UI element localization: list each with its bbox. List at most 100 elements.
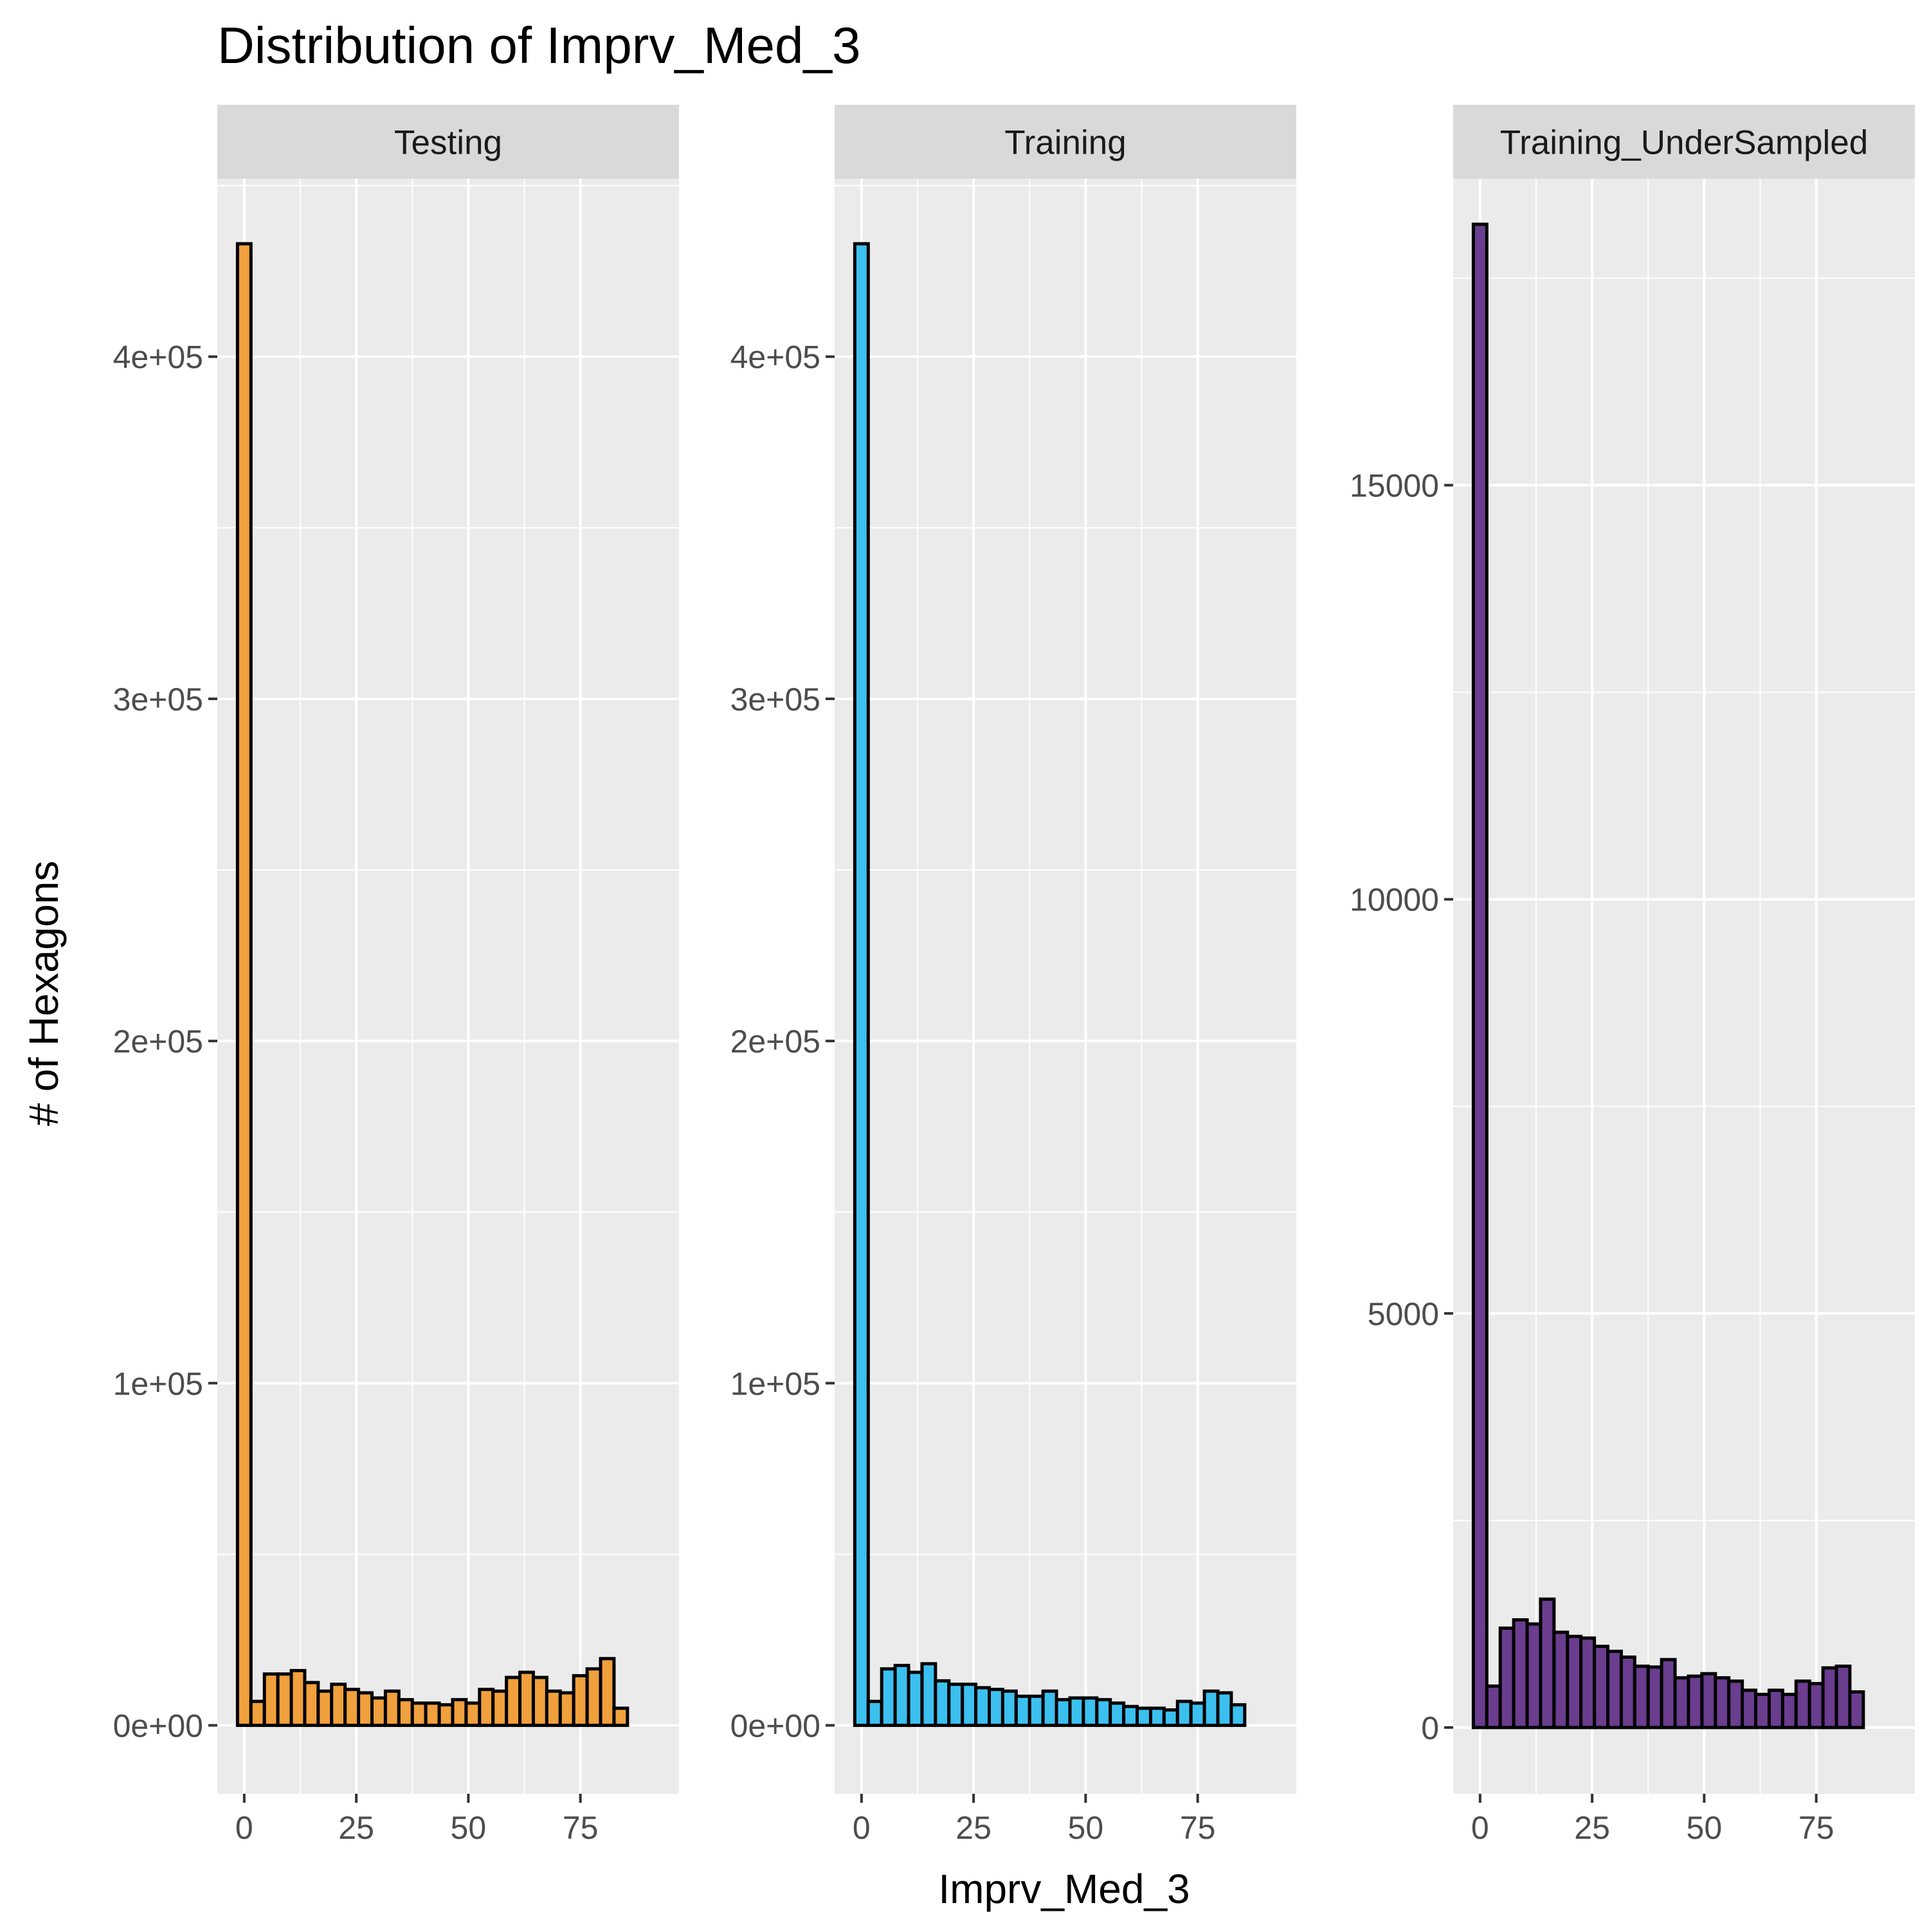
histogram-bar xyxy=(1809,1684,1823,1728)
y-tick-label: 3e+05 xyxy=(113,682,203,718)
y-tick-label: 0e+00 xyxy=(113,1708,203,1744)
histogram-bar xyxy=(949,1684,963,1726)
histogram-bar xyxy=(1675,1678,1689,1728)
histogram-bar xyxy=(895,1665,909,1725)
histogram-bar xyxy=(1177,1701,1191,1725)
histogram-bar xyxy=(399,1700,412,1726)
histogram-bar xyxy=(1002,1691,1016,1725)
histogram-bar xyxy=(1621,1657,1635,1727)
histogram-bar xyxy=(1823,1668,1836,1728)
histogram-bar xyxy=(922,1664,936,1726)
histogram-bar xyxy=(533,1677,547,1726)
y-tick-label: 4e+05 xyxy=(113,339,203,375)
histogram-bar xyxy=(412,1703,426,1726)
histogram-bar xyxy=(345,1690,359,1726)
y-tick-label: 10000 xyxy=(1350,882,1439,918)
histogram-bar xyxy=(1608,1651,1621,1728)
y-axis-label: # of Hexagons xyxy=(21,861,67,1126)
histogram-bar xyxy=(963,1684,976,1726)
histogram-bar xyxy=(1110,1703,1124,1726)
x-tick-label: 50 xyxy=(1068,1810,1104,1846)
panel-background xyxy=(1453,179,1915,1794)
histogram-bar xyxy=(1662,1659,1675,1728)
histogram-bar xyxy=(989,1690,1002,1726)
x-tick-label: 25 xyxy=(338,1810,374,1846)
histogram-bar xyxy=(237,244,251,1725)
histogram-bar xyxy=(1056,1700,1070,1726)
x-axis-label: Imprv_Med_3 xyxy=(938,1866,1190,1912)
x-tick-label: 75 xyxy=(563,1810,599,1846)
histogram-bar xyxy=(1648,1667,1662,1728)
histogram-bar xyxy=(1191,1703,1204,1726)
histogram-bar xyxy=(1716,1678,1729,1728)
histogram-bar xyxy=(1231,1705,1245,1726)
histogram-bar xyxy=(1150,1708,1164,1726)
y-tick-label: 2e+05 xyxy=(113,1024,203,1060)
histogram-bar xyxy=(1796,1681,1809,1728)
histogram-bar xyxy=(601,1659,614,1726)
facet-strip-label: Training xyxy=(1004,124,1127,162)
facet-strip-label: Testing xyxy=(394,124,502,162)
y-tick-label: 0e+00 xyxy=(730,1708,820,1744)
histogram-bar xyxy=(1164,1710,1177,1726)
chart-title: Distribution of Imprv_Med_3 xyxy=(217,17,860,74)
y-tick-label: 3e+05 xyxy=(730,682,820,718)
histogram-bar xyxy=(480,1690,493,1726)
histogram-bar xyxy=(1083,1698,1097,1726)
histogram-bar xyxy=(1554,1632,1568,1728)
histogram-bar xyxy=(868,1701,882,1725)
y-tick-label: 15000 xyxy=(1350,468,1439,504)
histogram-bar xyxy=(466,1703,480,1726)
histogram-bar xyxy=(1581,1638,1595,1728)
histogram-bar xyxy=(614,1708,628,1726)
histogram-bar xyxy=(493,1691,507,1725)
histogram-bar xyxy=(359,1693,372,1726)
histogram-bar xyxy=(1595,1647,1608,1728)
panels-layer: Testing 0e+00 1e+05 2e+05 3e+05 4e+05 0 25 50 75 T… xyxy=(113,105,1915,1846)
histogram-bar xyxy=(278,1674,291,1726)
histogram-bar xyxy=(547,1691,560,1725)
histogram-bar xyxy=(1514,1620,1527,1727)
histogram-bar xyxy=(453,1700,466,1726)
histogram-bar xyxy=(1473,224,1487,1728)
facet-strip-label: Training_UnderSampled xyxy=(1500,124,1869,162)
x-tick-label: 25 xyxy=(955,1810,992,1846)
y-tick-label: 0 xyxy=(1421,1710,1439,1746)
histogram-bar xyxy=(264,1674,278,1726)
x-tick-label: 50 xyxy=(451,1810,487,1846)
histogram-bar xyxy=(520,1672,534,1725)
y-tick-label: 4e+05 xyxy=(730,339,820,375)
histogram-bar xyxy=(1743,1690,1756,1728)
histogram-bar xyxy=(882,1669,895,1726)
y-tick-label: 1e+05 xyxy=(730,1366,820,1402)
histogram-bar xyxy=(587,1669,601,1726)
histogram-bar xyxy=(1850,1692,1863,1728)
histogram-bar xyxy=(1568,1636,1581,1728)
histogram-bar xyxy=(1756,1694,1770,1728)
histogram-bar xyxy=(1204,1691,1218,1725)
histogram-bar xyxy=(1218,1693,1231,1726)
histogram-bar xyxy=(1836,1666,1850,1728)
histogram-bar xyxy=(372,1698,385,1726)
histogram-bar xyxy=(291,1670,305,1725)
y-tick-label: 1e+05 xyxy=(113,1366,203,1402)
x-tick-label: 50 xyxy=(1687,1810,1723,1846)
histogram-bar xyxy=(507,1677,520,1726)
y-tick-label: 5000 xyxy=(1368,1296,1439,1332)
histogram-bar xyxy=(1487,1686,1500,1728)
x-tick-label: 75 xyxy=(1180,1810,1216,1846)
histogram-bar xyxy=(439,1705,453,1726)
histogram-bar xyxy=(332,1684,345,1726)
histogram-bar xyxy=(1097,1700,1110,1726)
histogram-bar xyxy=(318,1691,332,1725)
histogram-bar xyxy=(1124,1706,1137,1725)
histogram-bar xyxy=(251,1701,264,1725)
histogram-bar xyxy=(1043,1691,1056,1725)
histogram-bar xyxy=(1635,1666,1648,1728)
histogram-bar xyxy=(1702,1674,1716,1728)
panel-background xyxy=(835,179,1296,1794)
x-tick-label: 75 xyxy=(1798,1810,1834,1846)
histogram-bar xyxy=(1070,1698,1083,1726)
